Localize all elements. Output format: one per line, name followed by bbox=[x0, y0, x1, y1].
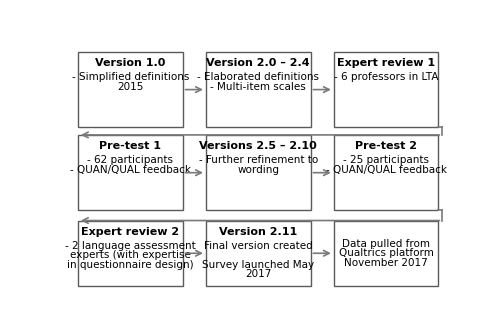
FancyBboxPatch shape bbox=[206, 52, 310, 128]
Text: Versions 2.5 – 2.10: Versions 2.5 – 2.10 bbox=[200, 141, 317, 151]
Text: - Elaborated definitions: - Elaborated definitions bbox=[197, 72, 319, 82]
Text: - 25 participants: - 25 participants bbox=[343, 155, 429, 165]
Text: - 2 language assessment: - 2 language assessment bbox=[65, 241, 196, 251]
Text: Version 2.11: Version 2.11 bbox=[219, 227, 298, 237]
Text: - QUAN/QUAL feedback: - QUAN/QUAL feedback bbox=[70, 164, 191, 175]
Text: Version 2.0 – 2.4: Version 2.0 – 2.4 bbox=[206, 58, 310, 68]
FancyBboxPatch shape bbox=[334, 135, 438, 211]
Text: - 62 participants: - 62 participants bbox=[88, 155, 174, 165]
Text: - Further refinement to: - Further refinement to bbox=[198, 155, 318, 165]
FancyBboxPatch shape bbox=[334, 52, 438, 128]
FancyBboxPatch shape bbox=[206, 135, 310, 211]
Text: Pre-test 2: Pre-test 2 bbox=[355, 141, 417, 151]
Text: Data pulled from: Data pulled from bbox=[342, 239, 430, 249]
FancyBboxPatch shape bbox=[78, 135, 182, 211]
Text: Final version created: Final version created bbox=[204, 241, 312, 251]
Text: - Multi-item scales: - Multi-item scales bbox=[210, 81, 306, 92]
Text: - 6 professors in LTA: - 6 professors in LTA bbox=[334, 72, 438, 82]
Text: Version 1.0: Version 1.0 bbox=[95, 58, 166, 68]
Text: experts (with expertise: experts (with expertise bbox=[70, 250, 191, 260]
Text: Expert review 1: Expert review 1 bbox=[337, 58, 435, 68]
FancyBboxPatch shape bbox=[334, 220, 438, 286]
Text: - QUAN/QUAL feedback: - QUAN/QUAL feedback bbox=[326, 164, 446, 175]
Text: - Simplified definitions: - Simplified definitions bbox=[72, 72, 189, 82]
Text: Survey launched May: Survey launched May bbox=[202, 260, 314, 270]
Text: Qualtrics platform: Qualtrics platform bbox=[338, 248, 434, 258]
Text: November 2017: November 2017 bbox=[344, 258, 428, 268]
Text: wording: wording bbox=[237, 164, 279, 175]
FancyBboxPatch shape bbox=[78, 52, 182, 128]
FancyBboxPatch shape bbox=[206, 220, 310, 286]
Text: Expert review 2: Expert review 2 bbox=[81, 227, 180, 237]
Text: 2015: 2015 bbox=[117, 81, 143, 92]
Text: in questionnaire design): in questionnaire design) bbox=[67, 260, 194, 270]
Text: Pre-test 1: Pre-test 1 bbox=[100, 141, 162, 151]
FancyBboxPatch shape bbox=[78, 220, 182, 286]
Text: 2017: 2017 bbox=[245, 269, 272, 279]
